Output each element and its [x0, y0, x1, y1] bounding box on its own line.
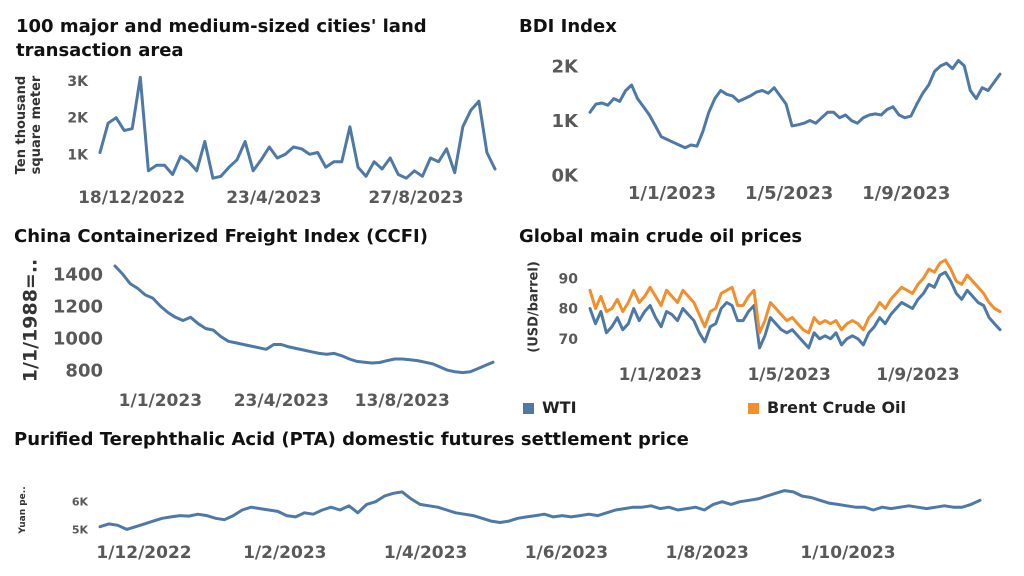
y-tick-label: 1K — [552, 111, 580, 132]
y-tick-label: 70 — [559, 332, 579, 348]
bdi-chart: BDI Index 0K 1K 2K 1/1/2023 1/5/2023 1/9/2023 — [505, 0, 1024, 215]
y-axis-label-line: square meter — [29, 75, 44, 174]
x-tick-label: 23/4/2023 — [234, 391, 329, 411]
x-tick-label: 1/5/2023 — [747, 365, 830, 385]
ccfi-chart: China Containerized Freight Index (CCFI)… — [0, 215, 505, 425]
crude-oil-title: Global main crude oil prices — [519, 226, 803, 247]
x-tick-label: 27/8/2023 — [368, 188, 463, 208]
x-tick-label: 23/4/2023 — [226, 188, 321, 208]
land-area-title: 100 major and medium-sized cities' land … — [16, 16, 427, 61]
x-tick-label: 1/10/2023 — [800, 543, 895, 563]
legend-brent-label: Brent Crude Oil — [767, 398, 907, 417]
bdi-plot: 0K 1K 2K 1/1/2023 1/5/2023 1/9/2023 — [552, 56, 1002, 204]
y-tick-label: 1200 — [53, 297, 103, 318]
legend-wti-swatch — [523, 403, 534, 414]
x-tick-label: 1/1/2023 — [628, 183, 716, 204]
y-tick-label: 3K — [67, 74, 89, 90]
y-tick-label: 90 — [559, 271, 579, 287]
x-tick-label: 13/8/2023 — [355, 391, 450, 411]
x-tick-label: 1/9/2023 — [876, 365, 959, 385]
pta-plot: 5K 6K 1/12/2022 1/2/2023 1/4/2023 1/6/2023 1/8… — [18, 486, 982, 563]
y-tick-label: 2K — [67, 111, 89, 127]
series-line — [588, 59, 1002, 150]
y-axis-label-line: (USD/barrel) — [527, 261, 542, 353]
y-tick-label: 1K — [67, 147, 89, 163]
y-tick-label: 80 — [559, 302, 579, 318]
x-tick-label: 1/9/2023 — [862, 183, 950, 204]
y-tick-label: 5K — [72, 523, 89, 536]
y-tick-label: 2K — [552, 56, 580, 77]
crude-oil-plot: 70 80 90 1/1/2023 1/5/2023 1/9/2023 (USD/barre… — [527, 258, 1002, 385]
ccfi-plot: 800 1000 1200 1400 1/1/2023 23/4/2023 13/8/202… — [20, 259, 495, 411]
series-line — [98, 75, 497, 180]
pta-chart: Purified Terephthalic Acid (PTA) domesti… — [0, 425, 1024, 576]
y-axis-label: Ten thousand square meter — [14, 75, 44, 174]
legend-wti: WTI — [523, 398, 577, 417]
pta-title: Purified Terephthalic Acid (PTA) domesti… — [14, 429, 689, 450]
land-area-plot: 1K 2K 3K 18/12/2022 23/4/2023 27/8/2023 Ten th… — [14, 74, 497, 208]
y-tick-label: 0K — [552, 165, 580, 186]
y-axis-label-line: Ten thousand — [14, 76, 29, 174]
x-tick-label: 1/6/2023 — [525, 543, 608, 563]
y-tick-label: 1000 — [53, 329, 103, 350]
y-tick-label: 800 — [65, 361, 103, 382]
x-tick-label: 1/4/2023 — [384, 543, 467, 563]
y-axis-label: (USD/barrel) — [527, 261, 542, 353]
x-tick-label: 18/12/2022 — [78, 188, 185, 208]
y-tick-label: 6K — [72, 496, 89, 509]
legend-brent: Brent Crude Oil — [748, 398, 906, 417]
y-axis-label: 1/1/1988=.. — [20, 259, 42, 383]
y-tick-label: 1400 — [53, 265, 103, 286]
y-axis-label: Yuan pe.. — [18, 486, 28, 534]
series-line — [98, 489, 982, 531]
x-tick-label: 1/1/2023 — [619, 365, 702, 385]
ccfi-title: China Containerized Freight Index (CCFI) — [14, 226, 428, 247]
crude-oil-chart: Global main crude oil prices 70 80 90 1/1/2… — [505, 215, 1024, 430]
x-tick-label: 1/1/2023 — [119, 391, 202, 411]
bdi-title: BDI Index — [519, 16, 617, 37]
series-line — [113, 264, 495, 375]
x-tick-label: 1/5/2023 — [745, 183, 833, 204]
x-tick-label: 1/2/2023 — [243, 543, 326, 563]
legend-wti-label: WTI — [542, 398, 577, 417]
series-line-wti — [588, 270, 1002, 350]
y-axis-label-line: Yuan pe.. — [18, 486, 28, 534]
x-tick-label: 1/12/2022 — [96, 543, 191, 563]
x-tick-label: 1/8/2023 — [666, 543, 749, 563]
y-axis-label-line: 1/1/1988=.. — [20, 259, 42, 383]
land-area-chart: 100 major and medium-sized cities' land … — [0, 0, 505, 215]
series-line-brent-crude-oil — [588, 258, 1002, 335]
legend-brent-swatch — [748, 403, 759, 414]
